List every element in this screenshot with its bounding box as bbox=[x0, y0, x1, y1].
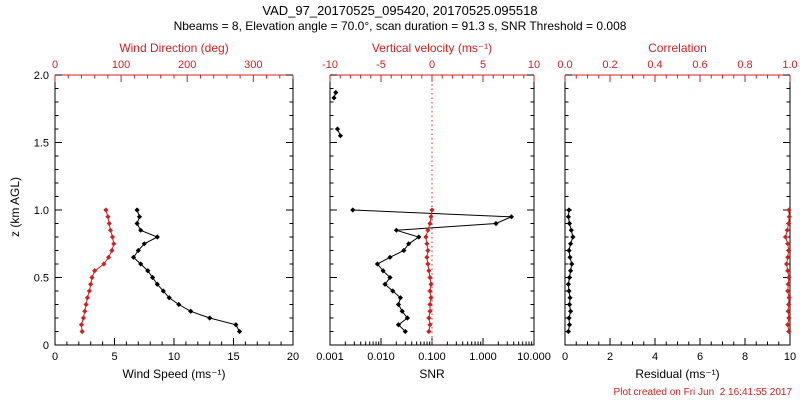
series-markers-snr bbox=[350, 207, 514, 335]
x-tick-label: 1.000 bbox=[469, 351, 497, 363]
y-tick-label: 0.5 bbox=[34, 273, 49, 285]
x-tick-label: 20 bbox=[287, 351, 299, 363]
x-tick-label: 10.000 bbox=[517, 351, 551, 363]
y-tick-label: 1.0 bbox=[34, 205, 49, 217]
y-axis bbox=[330, 74, 534, 346]
plot-subtitle: Nbeams = 8, Elevation angle = 70.0°, sca… bbox=[173, 19, 627, 33]
x-axis-top: 0.0 0.2 0.4 0.6 0.8 1.0 Correlation bbox=[557, 41, 798, 82]
series-line-snr bbox=[352, 209, 512, 332]
x-tick-label: 10 bbox=[168, 351, 180, 363]
x-axis-title-bottom: SNR bbox=[419, 367, 445, 381]
y-tick-label: 0 bbox=[43, 340, 49, 352]
x-tick-label: 5 bbox=[111, 351, 117, 363]
series-markers-wind_speed bbox=[130, 207, 243, 335]
x-axis-top: -10 -5 0 5 10 Vertical velocity (ms⁻¹) bbox=[322, 41, 540, 82]
x-top-tick-label: 0.0 bbox=[557, 59, 572, 71]
panel-frame bbox=[564, 75, 791, 346]
x-axis-title-top: Wind Direction (deg) bbox=[119, 41, 228, 55]
x-axis-title-bottom: Wind Speed (ms⁻¹) bbox=[122, 367, 225, 381]
panel-residual-panel: 0 2 4 6 8 10 Residual (ms⁻¹) 0.0 0.2 0.4 0.6 0.8 1.0… bbox=[557, 41, 797, 381]
y-axis: 0 0.5 1.0 1.5 2.0 bbox=[34, 70, 293, 352]
x-top-tick-label: -5 bbox=[376, 59, 386, 71]
y-axis bbox=[565, 74, 790, 346]
y-tick-label: 1.5 bbox=[34, 138, 49, 150]
x-tick-label: 15 bbox=[227, 351, 239, 363]
x-top-tick-label: 300 bbox=[244, 59, 262, 71]
panel-frame bbox=[54, 75, 294, 346]
y-axis-label: z (km AGL) bbox=[8, 177, 22, 238]
x-top-tick-label: 10 bbox=[528, 59, 540, 71]
x-top-tick-label: 200 bbox=[178, 59, 196, 71]
x-top-tick-label: 100 bbox=[112, 59, 130, 71]
x-tick-label: 8 bbox=[742, 351, 748, 363]
x-tick-label: 6 bbox=[697, 351, 703, 363]
series-line-wind_direction bbox=[80, 209, 115, 332]
x-top-tick-label: 0 bbox=[429, 59, 435, 71]
x-top-tick-label: 0.4 bbox=[647, 59, 662, 71]
series-markers-correlation bbox=[782, 207, 792, 335]
x-axis-title-top: Vertical velocity (ms⁻¹) bbox=[372, 41, 492, 55]
x-tick-label: 0 bbox=[52, 351, 58, 363]
series-markers-snr_upper_a bbox=[334, 126, 343, 139]
x-top-tick-label: 0.2 bbox=[602, 59, 617, 71]
x-tick-label: 0 bbox=[562, 351, 568, 363]
plot-timestamp: Plot created on Fri Jun 2 16:41:55 2017 bbox=[613, 387, 792, 398]
x-tick-label: 0.010 bbox=[367, 351, 395, 363]
x-top-tick-label: 0.6 bbox=[692, 59, 707, 71]
panel-snr-panel: 0.001 0.010 0.100 1.000 10.000 SNR -10 -5 0 5 10 Ve… bbox=[316, 41, 551, 381]
x-axis-top: 0 100 200 300 Wind Direction (deg) bbox=[52, 41, 294, 82]
x-tick-label: 4 bbox=[652, 351, 658, 363]
x-tick-label: 2 bbox=[607, 351, 613, 363]
x-tick-label: 0.100 bbox=[418, 351, 446, 363]
x-top-tick-label: 5 bbox=[480, 59, 486, 71]
x-tick-label: 10 bbox=[784, 351, 796, 363]
y-tick-label: 2.0 bbox=[34, 70, 49, 82]
x-top-tick-label: 0.8 bbox=[737, 59, 752, 71]
series-markers-residual bbox=[565, 207, 576, 335]
x-axis-title-bottom: Residual (ms⁻¹) bbox=[635, 367, 719, 381]
x-top-tick-label: 1.0 bbox=[782, 59, 797, 71]
series-markers-vertical_velocity bbox=[423, 207, 435, 335]
x-axis-title-top: Correlation bbox=[648, 41, 707, 55]
x-top-tick-label: -10 bbox=[322, 59, 338, 71]
x-tick-label: 0.001 bbox=[316, 351, 344, 363]
x-axis-bottom: 0 5 10 15 20 Wind Speed (ms⁻¹) bbox=[52, 338, 299, 381]
series-markers-snr_upper_b bbox=[331, 89, 339, 101]
x-axis-bottom: 0.001 0.010 0.100 1.000 10.000 SNR bbox=[316, 338, 551, 381]
x-axis-bottom: 0 2 4 6 8 10 Residual (ms⁻¹) bbox=[562, 338, 796, 381]
plot-title: VAD_97_20170525_095420, 20170525.095518 bbox=[262, 3, 538, 18]
x-top-tick-label: 0 bbox=[52, 59, 58, 71]
